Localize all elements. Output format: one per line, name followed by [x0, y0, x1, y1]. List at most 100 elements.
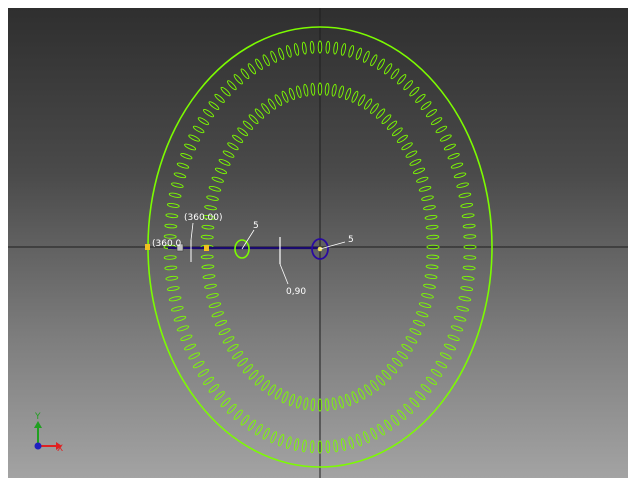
inner-slot-ring[interactable] — [200, 82, 440, 412]
outer-slot[interactable] — [396, 409, 407, 420]
outer-slot[interactable] — [293, 438, 300, 451]
outer-slot[interactable] — [376, 58, 385, 70]
inner-slot[interactable] — [310, 398, 316, 412]
outer-slot[interactable] — [333, 439, 339, 453]
outer-slot[interactable] — [325, 440, 331, 454]
outer-slot[interactable] — [415, 93, 427, 103]
outer-slot[interactable] — [460, 286, 474, 292]
length-dimension-label[interactable]: 0,90 — [286, 287, 306, 297]
center-circle[interactable] — [311, 238, 329, 260]
inner-slot[interactable] — [242, 363, 254, 374]
inner-slot[interactable] — [401, 142, 413, 151]
radius-label-center[interactable]: 5 — [348, 235, 354, 245]
inner-slot[interactable] — [288, 393, 295, 407]
radius-label-left[interactable]: 5 — [253, 221, 259, 231]
inner-slot[interactable] — [208, 302, 222, 309]
outer-slot[interactable] — [430, 368, 443, 377]
outer-slot[interactable] — [220, 397, 231, 408]
endpoint-marker-mid[interactable] — [204, 245, 209, 251]
angle-dimension-label[interactable]: (360.00) — [184, 213, 223, 223]
outer-slot[interactable] — [463, 244, 477, 250]
outer-slot[interactable] — [463, 234, 477, 239]
outer-slot[interactable] — [188, 134, 201, 142]
inner-slot[interactable] — [254, 108, 265, 119]
outer-slot[interactable] — [203, 108, 215, 118]
outer-slot[interactable] — [233, 74, 244, 85]
outer-slot[interactable] — [443, 143, 456, 151]
outer-slot[interactable] — [214, 390, 226, 401]
sketch-canvas[interactable]: (360.00) (360.0 0,90 5 5 X Y — [8, 8, 628, 478]
outer-slot[interactable] — [435, 125, 448, 134]
outer-slot[interactable] — [462, 223, 476, 229]
inner-slot[interactable] — [200, 254, 214, 260]
outer-slot[interactable] — [164, 265, 178, 271]
outer-slot[interactable] — [180, 334, 193, 342]
inner-slot[interactable] — [260, 103, 270, 115]
outer-slot[interactable] — [420, 101, 432, 111]
inner-slot[interactable] — [303, 397, 309, 411]
outer-slot[interactable] — [309, 440, 315, 454]
outer-slot[interactable] — [460, 202, 474, 208]
outer-slot[interactable] — [173, 315, 187, 322]
outer-slot[interactable] — [430, 116, 443, 126]
inner-slot[interactable] — [363, 98, 373, 110]
outer-slot[interactable] — [197, 368, 210, 377]
outer-slot[interactable] — [277, 47, 285, 61]
outer-slot[interactable] — [383, 63, 393, 75]
outer-slot[interactable] — [325, 40, 331, 54]
inner-slot[interactable] — [288, 87, 295, 101]
outer-slot[interactable] — [340, 43, 347, 56]
outer-slot[interactable] — [456, 306, 469, 312]
outer-slot[interactable] — [208, 383, 220, 393]
outer-slot[interactable] — [333, 41, 339, 55]
outer-slot[interactable] — [443, 343, 456, 351]
inner-slot[interactable] — [344, 393, 352, 407]
outer-slot[interactable] — [461, 213, 475, 219]
outer-slot[interactable] — [396, 74, 407, 85]
inner-slot[interactable] — [423, 283, 436, 289]
inner-slot[interactable] — [409, 328, 422, 336]
inner-slot[interactable] — [416, 176, 429, 183]
inner-slot[interactable] — [421, 195, 434, 201]
outer-slot[interactable] — [301, 439, 307, 453]
outer-slot[interactable] — [270, 431, 278, 444]
left-small-circle[interactable] — [234, 239, 250, 259]
outer-slot[interactable] — [362, 431, 370, 444]
inner-slot[interactable] — [202, 214, 216, 220]
outer-slot[interactable] — [184, 143, 197, 151]
outer-slot[interactable] — [240, 414, 250, 426]
outer-slot[interactable] — [369, 427, 378, 440]
inner-slot[interactable] — [426, 234, 440, 240]
outer-slot[interactable] — [220, 86, 231, 97]
inner-slot[interactable] — [200, 234, 214, 240]
outer-slot[interactable] — [453, 172, 467, 179]
inner-slot[interactable] — [357, 388, 366, 400]
outer-slot[interactable] — [439, 134, 452, 142]
outer-slot[interactable] — [383, 419, 393, 431]
inner-slot[interactable] — [396, 134, 408, 144]
outer-slot[interactable] — [369, 54, 378, 67]
inner-slot[interactable] — [201, 264, 215, 270]
outer-slot[interactable] — [425, 376, 437, 386]
outer-slot[interactable] — [208, 101, 220, 111]
inner-slot[interactable] — [396, 350, 408, 360]
outer-slot[interactable] — [163, 255, 177, 260]
inner-slot[interactable] — [375, 108, 386, 119]
outer-slot[interactable] — [262, 427, 271, 440]
inner-slot[interactable] — [418, 302, 432, 309]
outer-slot[interactable] — [168, 192, 182, 198]
inner-slot[interactable] — [204, 205, 217, 211]
outer-slot[interactable] — [390, 68, 400, 80]
inner-slot[interactable] — [338, 85, 345, 99]
outer-slot[interactable] — [439, 352, 452, 360]
inner-slot[interactable] — [405, 336, 418, 345]
inner-slot[interactable] — [204, 283, 217, 289]
inner-slot[interactable] — [248, 114, 259, 125]
inner-slot[interactable] — [331, 397, 337, 411]
inner-slot[interactable] — [424, 214, 438, 220]
inner-slot[interactable] — [412, 319, 426, 327]
outer-slot[interactable] — [171, 306, 184, 312]
outer-slot[interactable] — [270, 50, 278, 63]
inner-slot[interactable] — [227, 343, 239, 352]
constraint-marker[interactable] — [176, 243, 184, 252]
